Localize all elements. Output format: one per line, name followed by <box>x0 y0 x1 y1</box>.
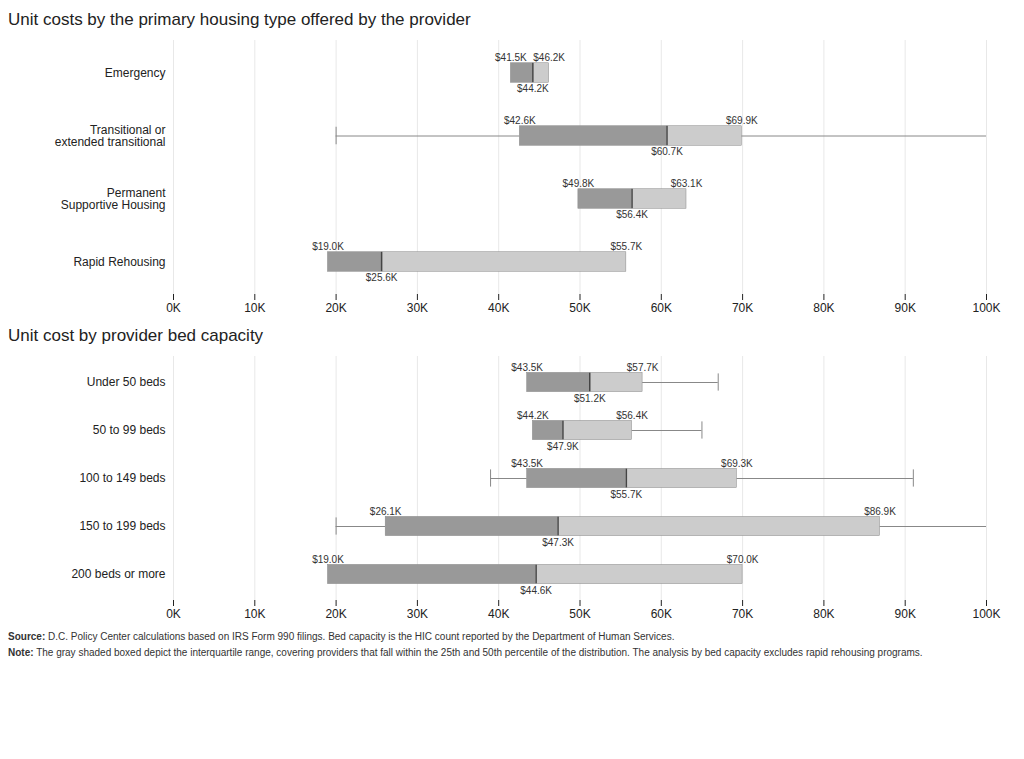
svg-text:100 to 149 beds: 100 to 149 beds <box>79 471 165 485</box>
svg-text:$26.1K: $26.1K <box>370 506 402 517</box>
svg-text:$51.2K: $51.2K <box>574 393 606 404</box>
svg-text:$69.3K: $69.3K <box>721 458 753 469</box>
svg-text:70K: 70K <box>732 301 753 315</box>
svg-text:20K: 20K <box>325 301 346 315</box>
svg-text:Emergency: Emergency <box>105 66 166 80</box>
svg-text:100K: 100K <box>972 301 1000 315</box>
svg-text:$19.0K: $19.0K <box>312 241 344 252</box>
svg-text:$44.2K: $44.2K <box>517 83 549 94</box>
svg-text:$57.7K: $57.7K <box>627 362 659 373</box>
svg-text:50 to 99 beds: 50 to 99 beds <box>93 423 166 437</box>
svg-text:80K: 80K <box>813 301 834 315</box>
svg-text:PermanentSupportive Housing: PermanentSupportive Housing <box>61 186 166 212</box>
svg-text:90K: 90K <box>895 301 916 315</box>
svg-text:40K: 40K <box>488 607 509 621</box>
svg-text:150 to 199 beds: 150 to 199 beds <box>79 519 165 533</box>
svg-text:$55.7K: $55.7K <box>610 241 642 252</box>
svg-text:$19.0K: $19.0K <box>312 554 344 565</box>
svg-text:30K: 30K <box>407 301 428 315</box>
svg-text:50K: 50K <box>569 301 590 315</box>
svg-text:$60.7K: $60.7K <box>651 146 683 157</box>
svg-text:$47.9K: $47.9K <box>547 441 579 452</box>
svg-text:80K: 80K <box>813 607 834 621</box>
svg-text:$25.6K: $25.6K <box>366 272 398 283</box>
svg-text:100K: 100K <box>972 607 1000 621</box>
svg-text:200 beds or more: 200 beds or more <box>71 567 165 581</box>
svg-text:10K: 10K <box>244 301 265 315</box>
svg-text:Transitional orextended transi: Transitional orextended transitional <box>55 123 166 149</box>
svg-text:60K: 60K <box>651 607 672 621</box>
svg-text:0K: 0K <box>166 301 181 315</box>
svg-text:50K: 50K <box>569 607 590 621</box>
svg-text:20K: 20K <box>325 607 346 621</box>
html-text:Unit costs by the primary hous: Unit costs by the primary housing type o… <box>8 10 471 29</box>
svg-text:$42.6K: $42.6K <box>504 115 536 126</box>
svg-text:$46.2K: $46.2K <box>533 52 565 63</box>
html-text:Note: The gray shaded boxed de: Note: The gray shaded boxed depict the i… <box>8 646 923 658</box>
svg-text:10K: 10K <box>244 607 265 621</box>
svg-text:$63.1K: $63.1K <box>671 178 703 189</box>
svg-text:$69.9K: $69.9K <box>726 115 758 126</box>
svg-text:$56.4K: $56.4K <box>616 209 648 220</box>
html-text:Unit cost by provider bed capa: Unit cost by provider bed capacity <box>8 326 264 345</box>
svg-text:30K: 30K <box>407 607 428 621</box>
svg-text:60K: 60K <box>651 301 672 315</box>
svg-text:$86.9K: $86.9K <box>864 506 896 517</box>
svg-text:$70.0K: $70.0K <box>727 554 759 565</box>
svg-text:$41.5K: $41.5K <box>495 52 527 63</box>
svg-text:Rapid Rehousing: Rapid Rehousing <box>73 255 165 269</box>
svg-text:$44.2K: $44.2K <box>517 410 549 421</box>
svg-text:0K: 0K <box>166 607 181 621</box>
svg-text:Under 50 beds: Under 50 beds <box>87 375 166 389</box>
svg-text:90K: 90K <box>895 607 916 621</box>
svg-text:$49.8K: $49.8K <box>563 178 595 189</box>
html-text:Source: D.C. Policy Center cal: Source: D.C. Policy Center calculations … <box>8 631 675 642</box>
svg-text:$55.7K: $55.7K <box>610 489 642 500</box>
svg-text:$43.5K: $43.5K <box>511 458 543 469</box>
svg-text:$44.6K: $44.6K <box>520 585 552 596</box>
svg-text:$43.5K: $43.5K <box>511 362 543 373</box>
svg-text:70K: 70K <box>732 607 753 621</box>
svg-text:$56.4K: $56.4K <box>616 410 648 421</box>
svg-text:40K: 40K <box>488 301 509 315</box>
svg-text:$47.3K: $47.3K <box>542 537 574 548</box>
